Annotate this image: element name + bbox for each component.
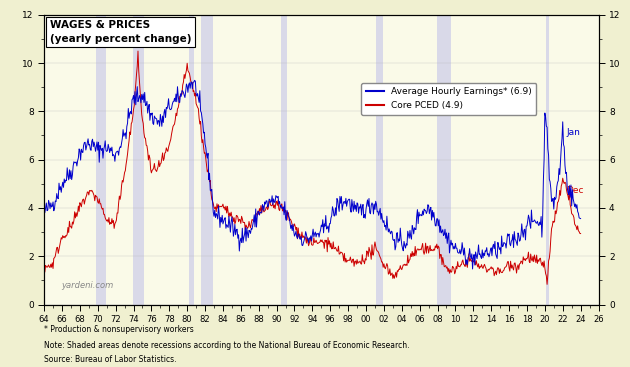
Text: Source: Bureau of Labor Statistics.: Source: Bureau of Labor Statistics.	[44, 355, 176, 364]
Text: * Production & nonsupervisory workers: * Production & nonsupervisory workers	[44, 325, 194, 334]
Text: WAGES & PRICES
(yearly percent change): WAGES & PRICES (yearly percent change)	[50, 21, 191, 44]
Bar	[133, 15, 144, 305]
Bar	[96, 15, 106, 305]
Legend: Average Hourly Earnings* (6.9), Core PCED (4.9): Average Hourly Earnings* (6.9), Core PCE…	[361, 83, 536, 115]
Bar	[437, 15, 451, 305]
Text: Note: Shaded areas denote recessions according to the National Bureau of Economi: Note: Shaded areas denote recessions acc…	[44, 341, 410, 350]
Bar	[200, 15, 214, 305]
Text: yardeni.com: yardeni.com	[60, 281, 113, 290]
Bar	[377, 15, 383, 305]
Text: Jan: Jan	[566, 128, 580, 138]
Bar	[281, 15, 287, 305]
Bar	[546, 15, 549, 305]
Text: Dec: Dec	[566, 186, 584, 196]
Bar	[189, 15, 194, 305]
